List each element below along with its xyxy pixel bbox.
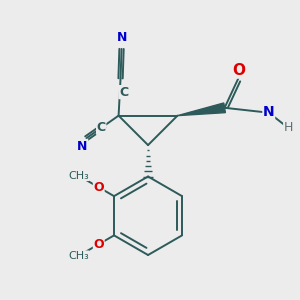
Text: H: H [284,121,293,134]
Text: O: O [93,238,104,251]
Text: CH₃: CH₃ [68,170,89,181]
Text: O: O [232,63,245,78]
Text: C: C [119,85,128,99]
Text: N: N [263,105,274,119]
Polygon shape [178,103,225,116]
Text: C: C [97,121,106,134]
Text: O: O [93,181,104,194]
Text: N: N [77,140,88,152]
Text: N: N [117,31,128,44]
Text: CH₃: CH₃ [68,251,89,261]
